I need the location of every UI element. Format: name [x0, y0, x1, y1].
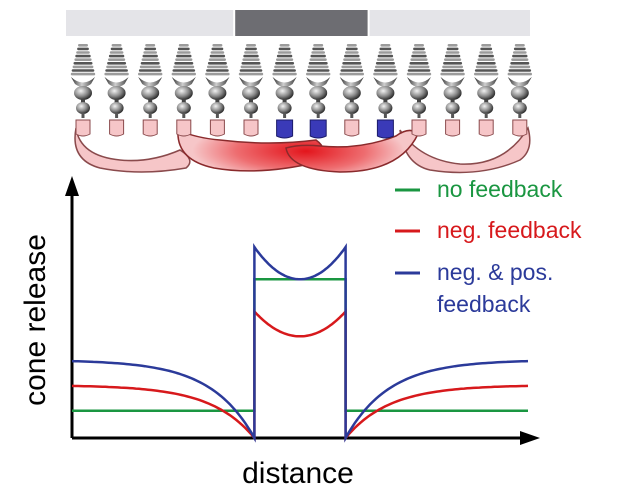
- cone-inner-segment: [342, 86, 361, 118]
- cone-inner-segment: [141, 86, 160, 118]
- cone: [406, 44, 432, 137]
- cone-inner-segment: [174, 86, 193, 118]
- stimulus-segment-dark: [235, 10, 368, 36]
- cone-terminal: [209, 119, 225, 137]
- legend-label: feedback: [437, 291, 531, 317]
- cone-outer-segment: [373, 44, 398, 87]
- legend-entry-no-feedback: no feedback: [395, 176, 563, 202]
- cone-terminal: [445, 119, 461, 137]
- cone-outer-segment: [238, 44, 264, 87]
- stimulus-segment-light: [66, 10, 234, 36]
- cone-row: [70, 44, 532, 139]
- cone-outer-segment: [138, 44, 163, 87]
- cone: [205, 44, 230, 137]
- cone-terminal-feedback: [309, 119, 327, 139]
- cone-terminal: [243, 119, 259, 137]
- y-axis-arrowhead: [65, 176, 79, 196]
- cone-inner-segment: [510, 86, 529, 118]
- cone: [339, 44, 364, 137]
- cone-inner-segment: [477, 86, 496, 118]
- cone: [440, 44, 465, 137]
- cone-inner-segment: [309, 86, 328, 118]
- cone-terminal-feedback: [376, 119, 394, 139]
- cone-inner-segment: [275, 86, 294, 118]
- cone-outer-segment: [440, 44, 465, 87]
- horizontal-cell-center-right: [285, 129, 419, 173]
- cone-outer-segment: [474, 44, 499, 87]
- series-line-neg-feedback: [71, 308, 529, 442]
- stimulus-segment-light: [369, 10, 530, 36]
- cone-outer-segment: [306, 44, 331, 87]
- cone-outer-segment: [406, 44, 432, 87]
- horizontal-cell-right: [399, 126, 531, 174]
- cone-inner-segment: [443, 86, 462, 118]
- legend-label: neg. feedback: [437, 217, 582, 243]
- cone-terminal: [75, 119, 91, 137]
- cone-outer-segment: [507, 44, 532, 87]
- cone: [70, 44, 96, 137]
- cone-inner-segment: [410, 86, 428, 118]
- cone-terminal: [512, 119, 528, 137]
- cone-terminal: [176, 119, 192, 137]
- cone-terminal: [344, 119, 360, 137]
- cone-outer-segment: [205, 44, 230, 87]
- cone: [171, 44, 196, 137]
- x-axis-arrowhead: [520, 431, 540, 445]
- cone-terminal: [478, 119, 494, 137]
- horizontal-cell-left: [74, 127, 191, 173]
- cone-inner-segment: [208, 86, 227, 118]
- cone: [238, 44, 264, 137]
- cone: [104, 44, 129, 137]
- cone: [138, 44, 163, 137]
- series-line-neg-pos-feedback: [71, 242, 529, 443]
- cone-outer-segment: [339, 44, 364, 87]
- cone-terminal-feedback: [276, 119, 294, 139]
- cone-inner-segment: [242, 86, 260, 118]
- stimulus-bar: [66, 10, 530, 36]
- cone-terminal: [142, 119, 158, 137]
- x-axis-label: distance: [242, 457, 354, 490]
- cone-inner-segment: [74, 86, 92, 118]
- cone-terminal: [109, 119, 125, 137]
- cone: [306, 44, 331, 139]
- cone-inner-segment: [376, 86, 395, 118]
- cone: [272, 44, 297, 139]
- legend: no feedback neg. feedback neg. & pos. feedb…: [395, 176, 582, 317]
- cone-terminal: [411, 119, 427, 137]
- cone: [373, 44, 398, 139]
- legend-entry-neg-feedback: neg. feedback: [395, 217, 582, 243]
- y-axis-label: cone release: [19, 234, 52, 406]
- horizontal-cells: [74, 126, 531, 174]
- cone: [474, 44, 499, 137]
- legend-label: neg. & pos.: [437, 259, 553, 285]
- cone-outer-segment: [70, 44, 96, 87]
- plot-area: cone release distance: [19, 176, 540, 490]
- cone-outer-segment: [171, 44, 196, 87]
- legend-entry-neg-pos-feedback: neg. & pos. feedback: [395, 259, 553, 317]
- legend-label: no feedback: [437, 176, 563, 202]
- cone-inner-segment: [107, 86, 126, 118]
- cone-outer-segment: [272, 44, 297, 87]
- cone: [507, 44, 532, 137]
- cone-outer-segment: [104, 44, 129, 87]
